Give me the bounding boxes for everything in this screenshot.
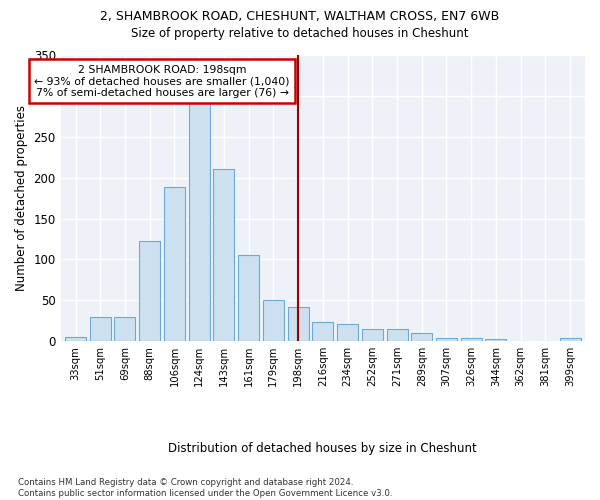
Bar — [362, 329, 383, 341]
Bar — [90, 318, 111, 341]
Bar — [139, 242, 160, 341]
Bar — [436, 338, 457, 341]
Bar — [115, 318, 136, 341]
Text: Contains HM Land Registry data © Crown copyright and database right 2024.
Contai: Contains HM Land Registry data © Crown c… — [18, 478, 392, 498]
Bar — [560, 338, 581, 341]
Bar — [263, 300, 284, 341]
Bar — [214, 170, 235, 341]
Bar — [485, 339, 506, 341]
Bar — [337, 324, 358, 341]
Bar — [188, 100, 209, 341]
Bar — [287, 307, 308, 341]
Bar — [65, 337, 86, 341]
X-axis label: Distribution of detached houses by size in Cheshunt: Distribution of detached houses by size … — [169, 442, 477, 455]
Bar — [313, 322, 334, 341]
Bar — [164, 188, 185, 341]
Bar — [238, 256, 259, 341]
Text: 2 SHAMBROOK ROAD: 198sqm
← 93% of detached houses are smaller (1,040)
7% of semi: 2 SHAMBROOK ROAD: 198sqm ← 93% of detach… — [34, 65, 290, 98]
Bar — [411, 333, 432, 341]
Bar — [386, 329, 407, 341]
Text: Size of property relative to detached houses in Cheshunt: Size of property relative to detached ho… — [131, 28, 469, 40]
Bar — [461, 338, 482, 341]
Y-axis label: Number of detached properties: Number of detached properties — [15, 105, 28, 291]
Text: 2, SHAMBROOK ROAD, CHESHUNT, WALTHAM CROSS, EN7 6WB: 2, SHAMBROOK ROAD, CHESHUNT, WALTHAM CRO… — [100, 10, 500, 23]
